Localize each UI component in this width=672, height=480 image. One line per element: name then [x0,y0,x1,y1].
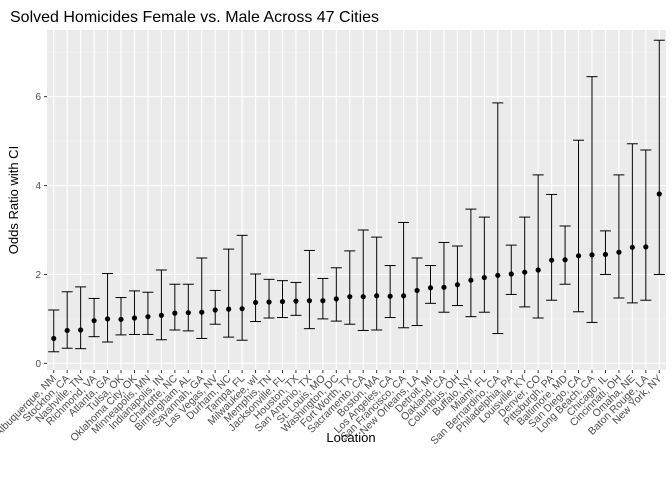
data-point [104,316,111,322]
data-point [400,293,407,299]
data-point [508,271,514,277]
error-bar [115,297,127,336]
y-tick-label: 0 [35,359,41,370]
data-point [279,298,286,305]
data-point [347,294,353,300]
error-bar [344,250,356,325]
error-bar [88,297,100,338]
error-bar [75,286,87,350]
data-point [602,251,609,258]
data-point [562,257,568,263]
data-point [427,285,434,291]
error-bar [532,174,544,319]
y-tick-label: 4 [35,181,41,192]
error-bar [263,278,275,319]
data-point [468,277,474,283]
error-bar [48,309,60,353]
error-bar [519,216,531,308]
x-axis-title: Location [326,430,375,445]
data-point [118,316,124,322]
y-axis-title: Odds Ratio with CI [6,146,21,254]
y-tick-label: 6 [35,92,41,103]
y-tick-label: 2 [35,270,41,281]
data-point [616,249,622,255]
error-bar [451,245,463,307]
error-bar [546,193,558,301]
data-point [454,282,461,288]
error-bar [492,102,504,335]
error-bar [653,39,665,275]
error-bar [303,249,315,330]
data-point [333,296,339,302]
error-bar [613,174,625,299]
data-point [185,310,191,316]
data-point [643,244,649,250]
error-bar [384,265,396,319]
data-marks [48,39,665,353]
error-bar [196,257,208,339]
error-bar [371,236,383,331]
error-bar [182,283,194,332]
data-point [64,327,70,334]
data-point [266,299,272,305]
error-bar [425,265,437,304]
data-point [481,274,487,281]
data-point [629,244,635,250]
error-bar [102,273,114,343]
data-point [252,299,259,306]
error-bar [626,143,638,304]
data-point [441,284,447,290]
data-point [306,298,313,304]
error-bar [573,139,585,313]
plot-panel [47,30,666,370]
data-point [293,298,299,304]
data-point [374,293,380,299]
error-bar [478,216,490,313]
data-point [239,306,245,312]
error-bar [250,273,262,323]
data-point [495,272,501,278]
error-bar [559,225,571,285]
data-point [549,257,555,263]
chart-title: Solved Homicides Female vs. Male Across … [10,9,379,26]
data-point [414,287,420,294]
error-bar [586,76,598,323]
error-bar [505,244,517,295]
error-bar [223,248,235,338]
error-bar [236,234,248,341]
error-bar [169,283,181,331]
data-point [51,335,57,342]
error-bar [398,221,410,329]
error-bar [330,267,342,322]
data-point [589,252,595,258]
data-point [91,318,97,324]
data-point [199,309,205,315]
data-point [78,327,84,333]
error-bar [209,289,221,325]
data-point [145,314,151,320]
data-point [360,294,366,300]
data-point [522,269,528,275]
y-axis: 0 2 4 6 [35,92,47,370]
data-point [172,310,178,316]
data-point [131,315,138,321]
data-point [212,307,218,313]
error-bar [640,149,652,301]
data-point [387,293,393,299]
error-bar [465,208,477,318]
error-bar [61,291,73,349]
data-point [535,267,541,273]
data-point [226,306,232,312]
error-bar [142,291,154,335]
error-bar [155,269,167,341]
data-point [575,253,582,259]
data-point [158,312,164,318]
data-point [320,298,326,304]
data-point [656,191,662,197]
error-bar [438,241,450,313]
error-bar [128,290,140,335]
error-bar [357,229,369,331]
